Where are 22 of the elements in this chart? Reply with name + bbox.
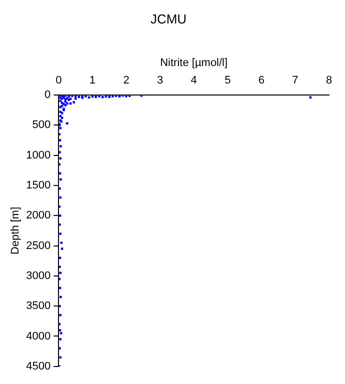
y-tick-label: 0: [44, 89, 51, 102]
y-tick-label: 3500: [26, 300, 51, 312]
x-tick-label: 0: [56, 74, 62, 86]
x-axis-title: Nitrite [µmol/l]: [160, 57, 228, 70]
y-axis-title: Depth [m]: [10, 206, 22, 255]
x-tick-label: 5: [224, 74, 231, 86]
y-tick-label: 4500: [26, 360, 51, 372]
x-tick-label: 4: [190, 74, 197, 86]
y-tick-label: 500: [32, 119, 51, 132]
y-tick-label: 1000: [26, 149, 51, 162]
y-tick-label: 1500: [26, 180, 51, 192]
x-tick-label: 1: [89, 74, 96, 86]
chart-title: JCMU: [150, 11, 187, 26]
y-tick-label: 3000: [26, 270, 51, 282]
x-tick-label: 2: [123, 74, 130, 86]
y-tick-label: 2000: [26, 210, 51, 222]
y-tick-label: 4000: [26, 330, 51, 342]
x-tick-label: 8: [326, 74, 332, 86]
x-tick-label: 7: [292, 74, 298, 86]
x-tick-label: 3: [156, 74, 164, 86]
y-tick-label: 2500: [26, 240, 51, 252]
x-tick-label: 6: [258, 74, 264, 86]
